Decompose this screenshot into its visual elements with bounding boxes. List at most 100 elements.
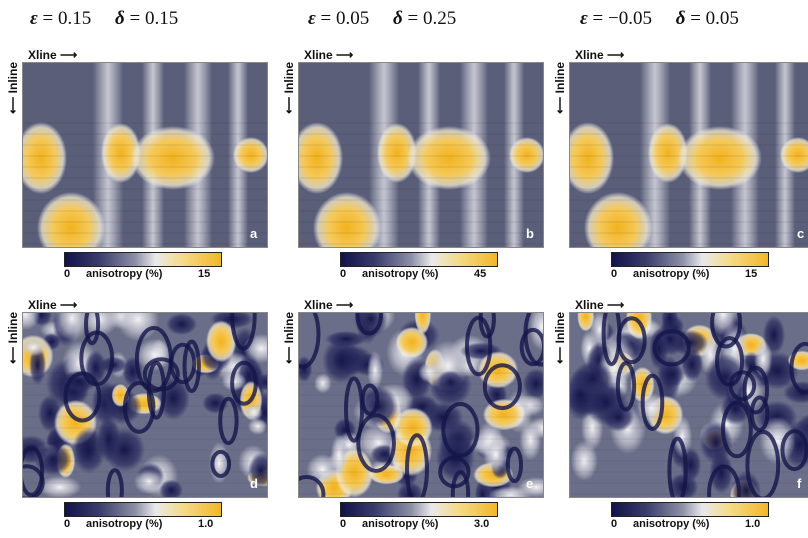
anisotropy-anomaly bbox=[780, 137, 808, 173]
anisotropy-texture bbox=[322, 337, 362, 384]
epsilon-value: = −0.05 bbox=[592, 8, 652, 29]
anisotropy-texture bbox=[661, 313, 679, 334]
xline-axis-label: Xline ⟶ bbox=[304, 48, 353, 62]
contour-loop bbox=[780, 429, 808, 472]
anisotropy-map bbox=[569, 62, 808, 248]
contour-loop bbox=[182, 339, 201, 393]
contour-loop bbox=[450, 470, 471, 497]
panel-letter: f bbox=[797, 476, 802, 491]
colorbar-label: anisotropy (%) bbox=[633, 268, 710, 280]
anisotropy-texture bbox=[488, 486, 533, 497]
map-svg bbox=[299, 63, 543, 247]
colorbar: 0 anisotropy (%) 15 bbox=[64, 252, 224, 284]
epsilon-symbol: ε bbox=[308, 8, 316, 29]
contour-loop bbox=[482, 363, 522, 411]
contour-loop bbox=[210, 449, 232, 478]
colorbar-gradient bbox=[611, 502, 769, 517]
arrow-right-icon: ⟶ bbox=[332, 48, 354, 62]
anisotropy-texture bbox=[572, 361, 614, 396]
colorbar: 0 anisotropy (%) 1.0 bbox=[611, 502, 771, 534]
anisotropy-texture bbox=[133, 469, 164, 495]
header-col-2: ε = 0.05 δ = 0.25 bbox=[308, 8, 456, 34]
contour-loop bbox=[79, 330, 115, 387]
contour-loop bbox=[464, 315, 493, 377]
colorbar-max: 45 bbox=[474, 268, 487, 280]
contour-loop bbox=[218, 396, 239, 446]
contour-loop bbox=[615, 361, 637, 412]
anisotropy-texture bbox=[367, 351, 384, 390]
contour-loop bbox=[640, 373, 665, 431]
colorbar-max: 1.0 bbox=[198, 518, 214, 530]
anisotropy-anomaly bbox=[299, 122, 343, 194]
anisotropy-anomaly bbox=[570, 122, 614, 194]
contour-loop bbox=[505, 446, 524, 484]
anisotropy-anomaly bbox=[377, 123, 417, 183]
anisotropy-map bbox=[22, 312, 268, 498]
contour-loop bbox=[745, 429, 781, 497]
contour-loop bbox=[299, 313, 321, 369]
delta-value: = 0.15 bbox=[129, 8, 179, 29]
contour-loop bbox=[742, 365, 770, 415]
contour-loop bbox=[299, 475, 326, 497]
contour-loop bbox=[789, 341, 808, 395]
contour-loop bbox=[720, 400, 753, 459]
arrow-right-icon: ⟶ bbox=[332, 298, 354, 312]
colorbar-max: 15 bbox=[745, 268, 758, 280]
epsilon-value: = 0.05 bbox=[320, 8, 370, 29]
contour-loop bbox=[105, 468, 124, 497]
contour-loop bbox=[707, 464, 742, 497]
xline-axis-label: Xline ⟶ bbox=[575, 48, 624, 62]
anisotropy-anomaly bbox=[23, 122, 67, 194]
anisotropy-map bbox=[298, 312, 544, 498]
xline-text: Xline bbox=[304, 48, 333, 62]
colorbar-gradient bbox=[340, 252, 498, 267]
panel-letter: a bbox=[250, 226, 258, 241]
contour-loop bbox=[142, 357, 180, 392]
inline-text: Inline bbox=[553, 62, 567, 94]
anisotropy-texture bbox=[658, 361, 686, 388]
contour-loop bbox=[343, 376, 364, 443]
anisotropy-texture bbox=[136, 338, 173, 371]
panel-b: Xline ⟶ ⟵ Inline b 0 anisotropy (%) 45 bbox=[282, 48, 544, 288]
contour-loop bbox=[601, 313, 622, 367]
anisotropy-anomaly bbox=[407, 126, 491, 190]
contour-loop bbox=[84, 313, 101, 346]
contour-loop bbox=[441, 402, 480, 458]
panel-e: Xline ⟶ ⟵ Inline e 0 anisotropy (%) 3.0 bbox=[282, 298, 544, 538]
anisotropy-texture bbox=[570, 440, 598, 481]
anisotropy-anomaly bbox=[101, 123, 141, 183]
inline-axis-label: ⟵ Inline bbox=[282, 62, 296, 114]
colorbar-gradient bbox=[340, 502, 498, 517]
anisotropy-texture bbox=[159, 479, 184, 497]
colorbar: 0 anisotropy (%) 1.0 bbox=[64, 502, 224, 534]
contour-loop bbox=[710, 313, 743, 349]
inline-axis-label: ⟵ Inline bbox=[6, 62, 20, 114]
colorbar-min: 0 bbox=[64, 518, 71, 530]
xline-text: Xline bbox=[575, 298, 604, 312]
anisotropy-texture bbox=[117, 313, 160, 342]
contour-loop bbox=[356, 413, 396, 473]
anisotropy-texture bbox=[37, 475, 82, 497]
anisotropy-anomaly bbox=[584, 192, 652, 247]
anisotropy-map bbox=[22, 62, 268, 248]
map-svg bbox=[570, 313, 808, 497]
delta-value: = 0.05 bbox=[690, 8, 739, 29]
colorbar-min: 0 bbox=[611, 268, 618, 280]
anisotropy-map bbox=[298, 62, 544, 248]
anisotropy-texture bbox=[704, 353, 747, 401]
map-svg bbox=[23, 313, 267, 497]
anisotropy-anomaly bbox=[313, 192, 381, 247]
anisotropy-texture bbox=[166, 313, 198, 336]
anisotropy-texture bbox=[244, 402, 263, 422]
arrow-right-icon: ⟶ bbox=[603, 48, 625, 62]
inline-text: Inline bbox=[282, 62, 296, 94]
arrow-right-icon: ⟶ bbox=[56, 48, 78, 62]
colorbar: 0 anisotropy (%) 45 bbox=[340, 252, 500, 284]
colorbar-min: 0 bbox=[64, 268, 71, 280]
inline-text: Inline bbox=[6, 312, 20, 344]
anisotropy-texture bbox=[759, 416, 796, 465]
xline-axis-label: Xline ⟶ bbox=[28, 298, 77, 312]
panel-c: Xline ⟶ ⟵ Inline c 0 anisotropy (%) 15 bbox=[553, 48, 808, 288]
anisotropy-texture bbox=[313, 373, 332, 394]
anisotropy-texture bbox=[672, 415, 693, 459]
